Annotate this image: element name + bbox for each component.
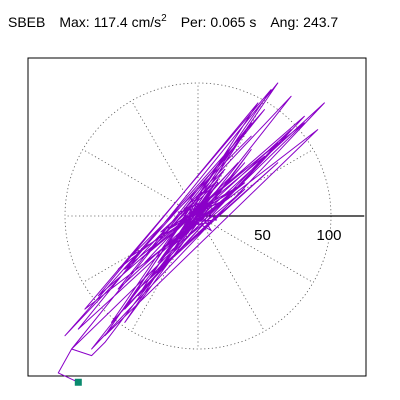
grid-spoke-30 <box>197 149 314 217</box>
grid-spoke-210 <box>82 215 199 283</box>
station-code: SBEB <box>8 14 46 30</box>
orbit-trace <box>57 82 325 383</box>
angle-label: Ang: <box>270 14 300 30</box>
max-label: Max: <box>59 14 90 30</box>
period-label: Per: <box>180 14 207 30</box>
tick-label-50: 50 <box>254 227 271 244</box>
tick-label-100: 100 <box>316 227 341 244</box>
grid-spoke-120 <box>131 100 199 217</box>
grid-spoke-150 <box>82 149 199 217</box>
chart-header: SBEB Max: 117.4 cm/s2 Per: 0.065 s Ang: 243.7 <box>8 13 338 30</box>
grid-spoke-240 <box>131 215 199 332</box>
grid-spoke-330 <box>197 215 314 283</box>
trace-endpoint-marker <box>74 378 82 386</box>
max-value: 117.4 <box>93 14 128 30</box>
plot-frame <box>27 57 367 377</box>
grid-spoke-60 <box>197 100 265 217</box>
max-unit-exponent: 2 <box>161 13 167 24</box>
radial-tick-labels: 50 100 <box>254 227 341 244</box>
grid-spoke-300 <box>197 215 265 332</box>
angle-value: 243.7 <box>303 14 339 30</box>
period-value: 0.065 s <box>210 14 257 30</box>
max-unit: cm/s <box>131 14 162 30</box>
